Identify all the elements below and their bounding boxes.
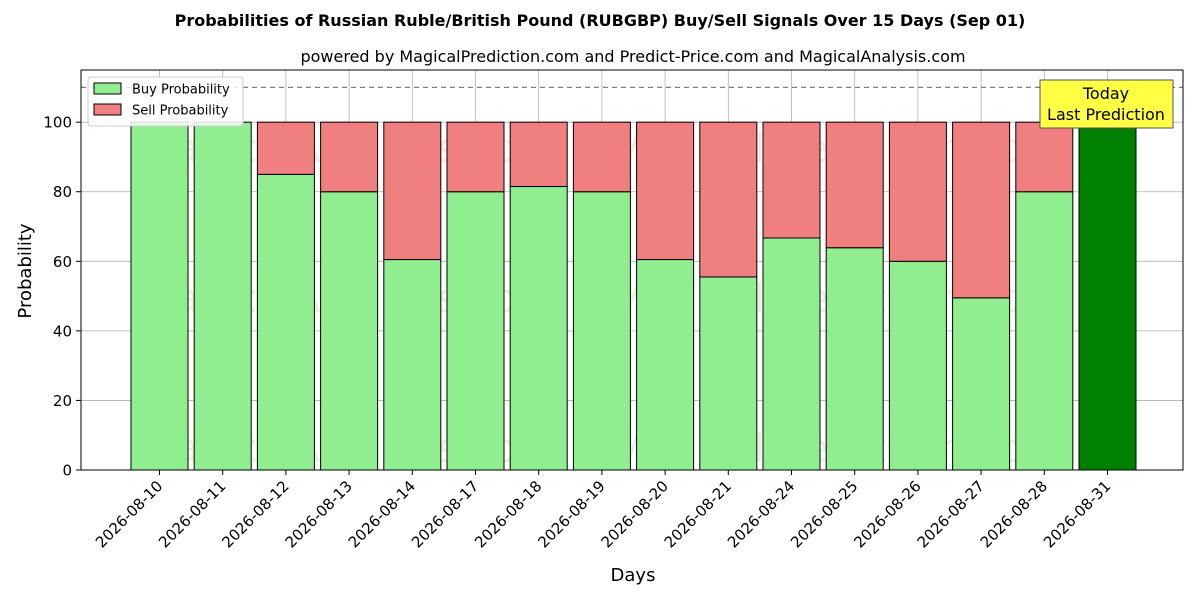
x-axis-label: Days bbox=[611, 565, 656, 586]
x-tick-label: 2026-08-31 bbox=[1040, 477, 1114, 551]
sell-bar bbox=[572, 121, 631, 193]
buy-bar bbox=[572, 191, 631, 471]
buy-bar bbox=[699, 276, 758, 471]
today-annotation: Today Last Prediction bbox=[1039, 79, 1174, 129]
buy-bar bbox=[825, 247, 884, 471]
x-tick-label: 2026-08-14 bbox=[345, 477, 419, 551]
x-tick-label: 2026-08-26 bbox=[850, 477, 924, 551]
y-tick-label: 40 bbox=[53, 322, 72, 340]
legend-buy-swatch bbox=[93, 82, 122, 95]
buy-bar bbox=[509, 186, 568, 471]
y-axis: 0 20 40 60 80 100 bbox=[43, 114, 81, 480]
sell-bar bbox=[952, 121, 1011, 299]
sell-bar bbox=[256, 121, 315, 175]
buy-bar bbox=[446, 191, 505, 471]
buy-bar bbox=[952, 297, 1011, 471]
buy-bar bbox=[320, 191, 379, 471]
plot-frame bbox=[80, 69, 1184, 471]
legend: Buy Probability Sell Probability bbox=[87, 76, 244, 127]
buy-bar bbox=[888, 260, 947, 471]
legend-sell-swatch bbox=[93, 103, 122, 116]
x-tick-label: 2026-08-18 bbox=[471, 477, 545, 551]
sell-bar bbox=[636, 121, 695, 261]
y-tick-label: 100 bbox=[43, 114, 72, 132]
x-tick-label: 2026-08-13 bbox=[282, 477, 356, 551]
buy-bar bbox=[1015, 191, 1074, 471]
y-tick-label: 60 bbox=[53, 253, 72, 271]
sell-bar bbox=[1015, 121, 1074, 193]
buy-bar bbox=[193, 121, 252, 471]
y-tick-label: 20 bbox=[53, 392, 72, 410]
annotation-line-2: Last Prediction bbox=[1047, 105, 1165, 124]
x-tick-label: 2026-08-27 bbox=[914, 477, 988, 551]
x-tick-label: 2026-08-11 bbox=[155, 477, 229, 551]
x-tick-label: 2026-08-12 bbox=[218, 477, 292, 551]
sell-bar bbox=[762, 121, 821, 239]
annotation-box bbox=[1039, 79, 1174, 129]
sell-bar bbox=[825, 121, 884, 249]
x-tick-label: 2026-08-24 bbox=[724, 477, 798, 551]
y-axis-label: Probability bbox=[15, 223, 36, 318]
sell-bar bbox=[509, 121, 568, 188]
sell-bar bbox=[888, 121, 947, 262]
x-tick-label: 2026-08-10 bbox=[92, 477, 166, 551]
buy-bar bbox=[762, 237, 821, 471]
y-tick-label: 0 bbox=[62, 462, 72, 480]
bars bbox=[130, 121, 1137, 471]
legend-sell-label: Sell Probability bbox=[132, 104, 229, 119]
x-tick-label: 2026-08-21 bbox=[661, 477, 735, 551]
sell-bar bbox=[383, 121, 442, 261]
sell-bar bbox=[446, 121, 505, 193]
x-tick-label: 2026-08-19 bbox=[534, 477, 608, 551]
buy-bar bbox=[130, 121, 189, 471]
buy-bar bbox=[383, 259, 442, 471]
sell-bar bbox=[320, 121, 379, 193]
legend-box bbox=[87, 76, 244, 127]
buy-bar bbox=[636, 259, 695, 471]
x-tick-label: 2026-08-28 bbox=[977, 477, 1051, 551]
buy-bar bbox=[256, 173, 315, 471]
buy-bar bbox=[1078, 121, 1137, 471]
x-axis: 2026-08-102026-08-112026-08-122026-08-13… bbox=[92, 470, 1114, 551]
legend-buy-label: Buy Probability bbox=[132, 83, 230, 98]
annotation-line-1: Today bbox=[1082, 84, 1129, 103]
chart-subtitle: powered by MagicalPrediction.com and Pre… bbox=[300, 47, 965, 66]
x-tick-label: 2026-08-17 bbox=[408, 477, 482, 551]
y-tick-label: 80 bbox=[53, 183, 72, 201]
x-tick-label: 2026-08-20 bbox=[598, 477, 672, 551]
sell-bar bbox=[699, 121, 758, 278]
x-tick-label: 2026-08-25 bbox=[787, 477, 861, 551]
chart-title: Probabilities of Russian Ruble/British P… bbox=[175, 11, 1026, 30]
